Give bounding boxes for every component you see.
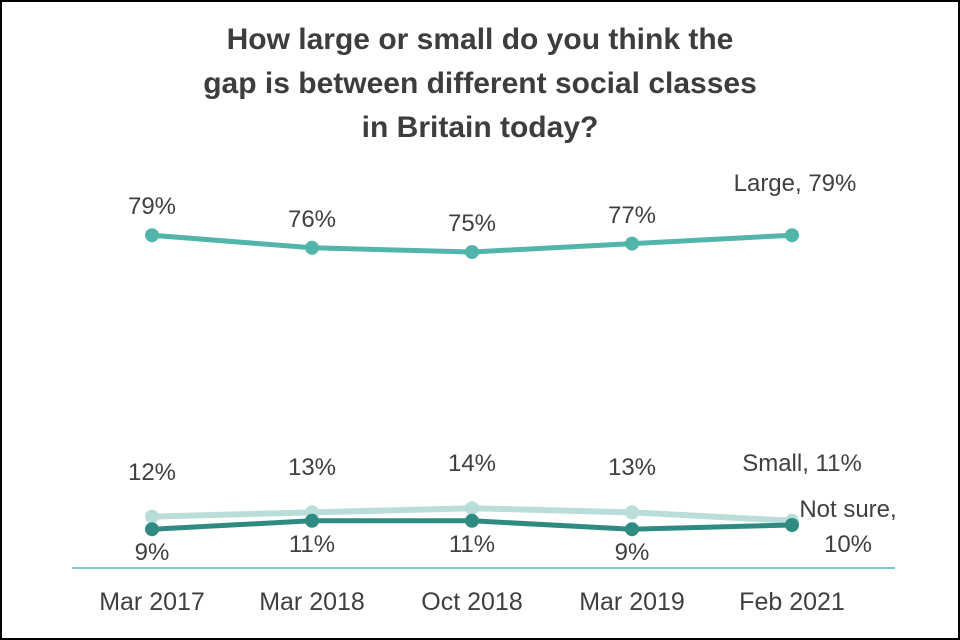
series-marker-small [145, 509, 159, 524]
series-marker-large [625, 236, 639, 251]
chart-title-line-2: gap is between different social classes [203, 67, 757, 100]
series-marker-large [465, 245, 479, 259]
series-marker-large [305, 240, 319, 255]
series-marker-small [625, 505, 639, 520]
series-marker-small [465, 501, 479, 516]
chart-title-line-3: in Britain today? [361, 111, 599, 144]
series-marker-not_sure [305, 513, 319, 528]
series-marker-large [785, 228, 799, 243]
series-marker-not_sure [625, 522, 639, 537]
chart-title-line-1: How large or small do you think the [226, 23, 734, 56]
series-marker-not_sure [465, 513, 479, 528]
chart-title: How large or small do you think the gap … [2, 18, 958, 150]
series-marker-not_sure [785, 518, 799, 532]
series-marker-large [145, 228, 159, 243]
series-marker-not_sure [145, 522, 159, 537]
